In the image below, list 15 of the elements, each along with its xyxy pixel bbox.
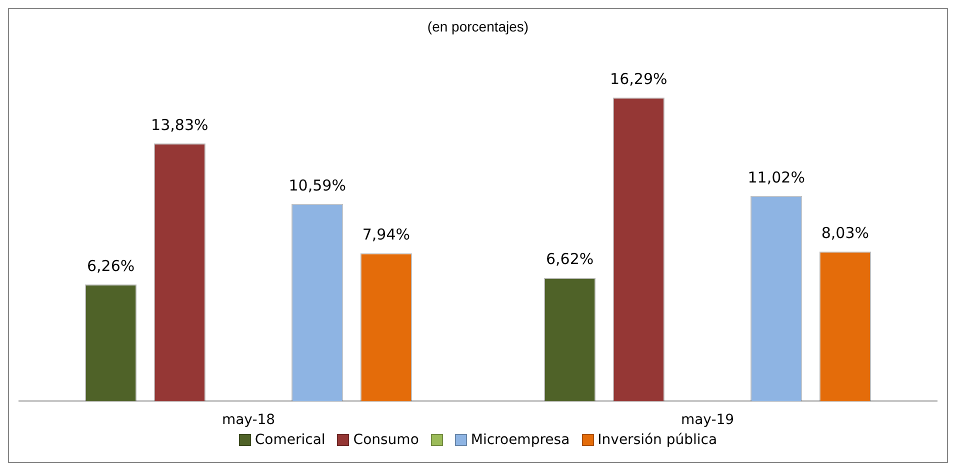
- chart-title: (en porcentajes): [427, 18, 529, 34]
- data-label: 11,02%: [748, 168, 805, 186]
- x-tick-label: may-18: [222, 412, 276, 428]
- legend-label: Microempresa: [470, 432, 570, 448]
- data-label: 8,03%: [821, 224, 870, 242]
- legend-label: Consumo: [353, 432, 419, 448]
- data-label: 16,29%: [610, 70, 668, 88]
- data-label: 6,26%: [86, 256, 135, 275]
- legend-label: Inversión pública: [598, 432, 718, 448]
- legend-label: Comerical: [254, 432, 326, 448]
- data-label: 7,94%: [362, 226, 410, 244]
- x-tick-label: may-19: [680, 412, 734, 428]
- data-label: 13,83%: [151, 116, 208, 134]
- data-label: 10,59%: [288, 176, 346, 194]
- data-label: 6,62%: [546, 250, 594, 268]
